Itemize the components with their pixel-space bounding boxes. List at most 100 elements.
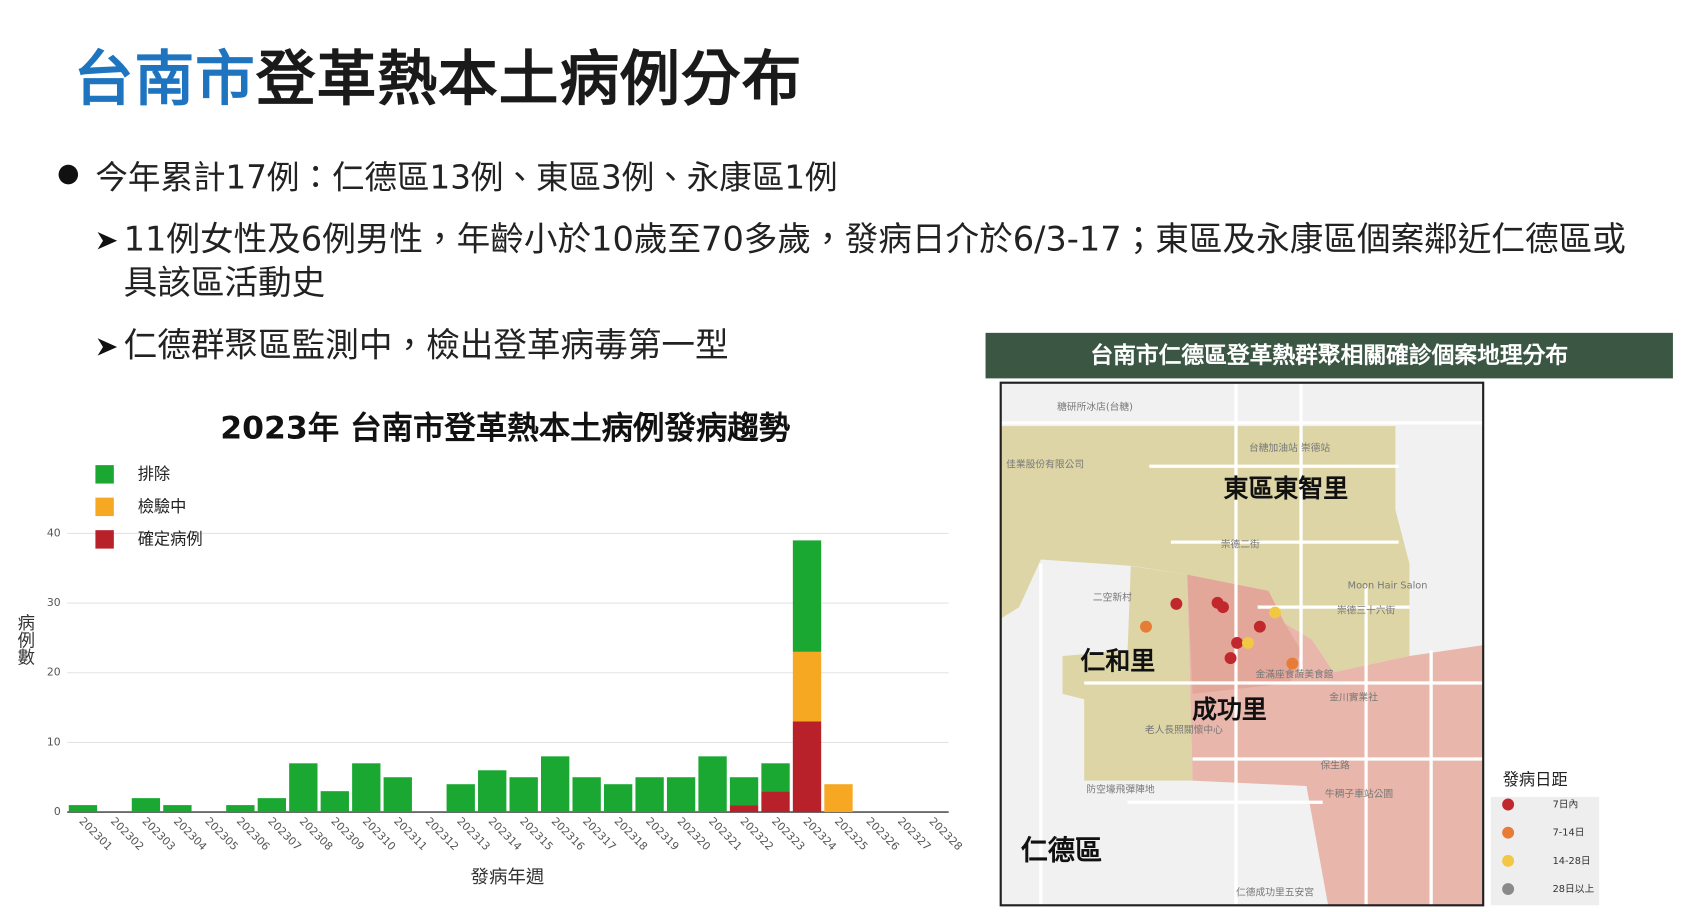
legend-dot [1502, 798, 1515, 811]
bar-segment [698, 756, 727, 813]
place-label: Moon Hair Salon [1348, 581, 1428, 592]
area-label: 東區東智里 [1224, 474, 1349, 503]
place-label: 佳業股份有限公司 [1006, 457, 1084, 470]
bar-segment [478, 770, 507, 813]
sub-bullet-text: 11例女性及6例男性，年齡小於10歲至70多歲，發病日介於6/3-17；東區及永… [123, 220, 1626, 303]
y-tick-label: 30 [47, 596, 61, 609]
x-tick-label: 202302 [108, 815, 146, 853]
map-frame [999, 381, 1485, 907]
case-dot [1217, 601, 1229, 614]
title-text: 登革熱本土病例分布 [255, 44, 803, 114]
x-tick-label: 202308 [297, 815, 335, 853]
place-label: 金滿座食蔬美食館 [1256, 668, 1334, 681]
slide-title: 台南市登革熱本土病例分布 [74, 30, 803, 117]
legend-swatch [95, 465, 114, 484]
sub-bullet: 仁德群聚區監測中，檢出登革病毒第一型 [95, 324, 1641, 367]
place-label: 金川實業社 [1329, 690, 1378, 703]
legend-label: 排除 [138, 464, 170, 483]
x-tick-label: 202318 [612, 815, 650, 853]
map-legend-title: 發病日距 [1503, 770, 1568, 789]
x-tick-label: 202316 [549, 815, 587, 853]
bar-segment [383, 777, 412, 813]
arrow-marker [97, 338, 118, 356]
legend-dot [1502, 883, 1515, 896]
bar-segment [635, 777, 664, 813]
bar-segment [289, 763, 318, 813]
x-tick-label: 202313 [454, 815, 492, 853]
x-tick-label: 202322 [738, 815, 776, 853]
case-dot [1269, 606, 1281, 619]
legend-label: 確定病例 [138, 529, 203, 548]
area-renhe [1062, 565, 1193, 781]
x-tick-label: 202309 [328, 815, 366, 853]
x-tick-label: 202304 [171, 815, 209, 853]
map-header [985, 332, 1673, 379]
place-label: 保生路 [1321, 759, 1350, 772]
bar-chart: 0102030402023012023022023032023042023052… [47, 464, 965, 853]
legend-dot [1502, 854, 1515, 867]
area-label: 仁和里 [1080, 646, 1155, 675]
case-dots [1140, 596, 1299, 670]
x-tick-label: 202326 [864, 815, 902, 853]
legend-swatch [95, 530, 114, 549]
case-dot [1170, 597, 1183, 610]
map: 糖研所冰店(台糖) 台糖加油站 崇德站 佳業股份有限公司 Moon Hair S… [999, 381, 1485, 907]
place-label: 防空壕飛彈陣地 [1086, 783, 1154, 796]
x-tick-label: 202314 [486, 815, 524, 853]
map-legend: 7日內 7-14日 14-28日 28日以上 [1502, 798, 1594, 895]
bar-segment [320, 791, 349, 813]
case-dot [1253, 620, 1266, 633]
x-tick-label: 202306 [234, 815, 272, 853]
legend-label: 7-14日 [1553, 828, 1585, 839]
x-tick-label: 202307 [265, 815, 303, 853]
x-tick-label: 202324 [801, 815, 839, 853]
x-tick-label: 202301 [77, 815, 115, 853]
area-label: 成功里 [1192, 695, 1267, 724]
x-tick-label: 202323 [769, 815, 807, 853]
y-axis-label: 病例數 [14, 614, 35, 666]
legend-label: 檢驗中 [138, 497, 187, 516]
bar-segment [352, 763, 381, 813]
area-labels: 東區東智里 仁和里 成功里 仁德區 [1021, 474, 1348, 867]
place-labels: 糖研所冰店(台糖) 台糖加油站 崇德站 佳業股份有限公司 Moon Hair S… [1006, 400, 1427, 899]
y-tick-label: 0 [54, 805, 61, 818]
x-tick-label: 202320 [675, 815, 713, 853]
x-tick-label: 202310 [360, 815, 398, 853]
bar-segment [729, 805, 759, 813]
bar-segment [761, 763, 790, 792]
bar-segment [541, 756, 570, 813]
y-tick-label: 10 [47, 735, 61, 748]
bar-segment [131, 798, 161, 813]
bar-segment [792, 721, 822, 813]
legend-dot [1502, 826, 1515, 839]
sub-bullet: 11例女性及6例男性，年齡小於10歲至70多歲，發病日介於6/3-17；東區及永… [95, 218, 1641, 305]
place-label: 仁德成功里五安宮 [1236, 886, 1314, 899]
bullet-dot [58, 164, 79, 185]
place-label: 台糖加油站 崇德站 [1249, 441, 1330, 454]
bar-segment [509, 777, 538, 813]
case-dot [1231, 636, 1244, 649]
bar-segment [446, 784, 475, 813]
y-tick-label: 40 [47, 526, 61, 539]
x-tick-label: 202327 [895, 815, 933, 853]
legend-label: 28日以上 [1553, 883, 1595, 895]
case-dot [1140, 620, 1152, 633]
bar-segment [666, 777, 696, 813]
x-tick-label: 202325 [832, 815, 870, 853]
bar-segment [792, 651, 822, 722]
x-tick-label: 202303 [139, 815, 177, 853]
case-dot [1286, 657, 1299, 670]
place-label: 二空新村 [1093, 591, 1132, 604]
title-highlight: 台南市 [73, 44, 256, 114]
x-tick-label: 202321 [706, 815, 744, 853]
legend-swatch [95, 497, 114, 517]
area-label: 仁德區 [1021, 836, 1102, 867]
place-label: 崇德二街 [1221, 538, 1260, 551]
bar-segment [761, 791, 790, 813]
case-dot [1224, 652, 1237, 665]
sub-bullet-text: 仁德群聚區監測中，檢出登革病毒第一型 [123, 326, 729, 366]
place-label: 老人長照關懷中心 [1145, 723, 1223, 736]
bullet: 今年累計17例：仁德區13例、東區3例、永康區1例 [58, 151, 838, 199]
